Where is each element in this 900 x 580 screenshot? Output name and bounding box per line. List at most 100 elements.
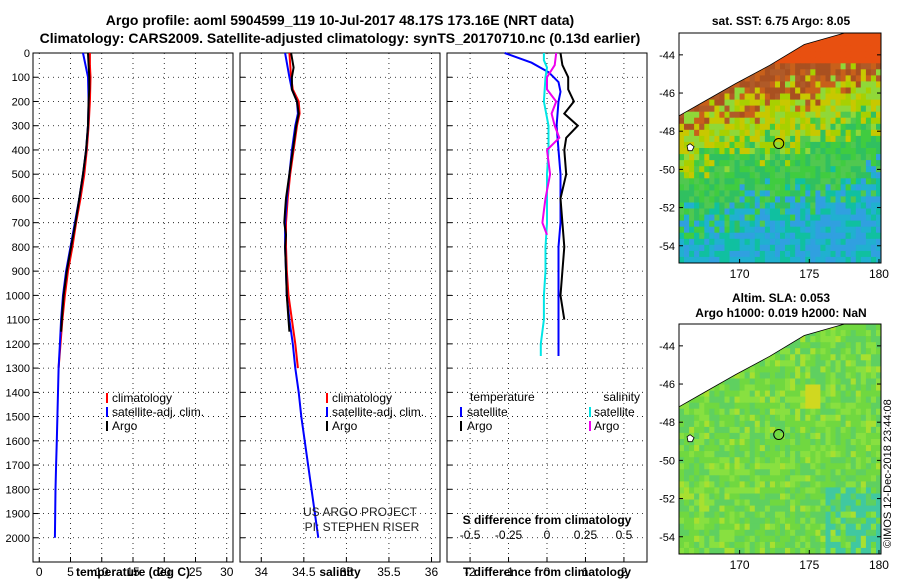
map-cell <box>775 63 781 70</box>
map-cell <box>689 511 695 519</box>
map-cell <box>764 390 771 398</box>
map-cell <box>704 451 710 458</box>
map-cell <box>764 414 771 422</box>
map-cell <box>815 202 821 209</box>
map-frame <box>678 32 882 264</box>
map-cell <box>759 366 766 373</box>
map-cell <box>709 469 715 476</box>
map-cell <box>764 384 771 391</box>
island <box>686 434 695 443</box>
map-cell <box>694 214 700 222</box>
map-cell <box>835 172 841 179</box>
map-cell <box>800 105 806 113</box>
map-cell <box>840 457 847 464</box>
map-cell <box>739 396 746 404</box>
map-cell <box>749 547 756 555</box>
map-cell <box>684 196 690 203</box>
map-cell <box>744 208 751 215</box>
map-cell <box>845 63 852 70</box>
map-cell <box>876 250 882 258</box>
map-cell <box>684 226 690 234</box>
map-cell <box>699 481 705 488</box>
map-cell <box>810 196 816 203</box>
map-cell <box>835 426 841 434</box>
map-cell <box>825 129 831 137</box>
map-cell <box>769 178 776 185</box>
depth-tick-label: 0 <box>24 48 30 60</box>
map-cell <box>775 190 781 197</box>
map-cell <box>876 184 882 191</box>
map-cell <box>679 160 685 167</box>
map-cell <box>825 330 831 337</box>
map-cell <box>810 336 816 343</box>
map-cell <box>714 238 720 246</box>
map-cell <box>790 75 796 82</box>
map-cell <box>850 220 857 228</box>
map-cell <box>805 481 811 488</box>
map-cell <box>684 172 690 179</box>
map-cell <box>810 390 816 398</box>
map-cell <box>709 390 715 398</box>
map-cell <box>825 178 831 185</box>
map-cell <box>749 390 756 398</box>
map-cell <box>785 178 791 185</box>
map-cell <box>754 487 761 494</box>
map-cell <box>699 547 705 555</box>
map-cell <box>744 238 751 246</box>
map-cell <box>865 360 872 367</box>
map-cell <box>835 432 841 440</box>
map-cell <box>795 111 801 119</box>
map-cell <box>876 75 882 82</box>
map-cell <box>845 129 852 137</box>
map-cell <box>876 208 882 215</box>
map-cell <box>775 81 781 88</box>
map-cell <box>870 366 877 373</box>
map-cell <box>850 184 857 191</box>
map-cell <box>689 529 695 537</box>
map-cell <box>855 63 862 70</box>
map-cell <box>815 396 821 404</box>
map-cell <box>785 214 791 222</box>
map-cell <box>684 517 690 525</box>
map-cell <box>744 408 751 416</box>
map-cell <box>855 190 862 197</box>
map-cell <box>749 160 756 167</box>
map-cell <box>850 117 857 125</box>
map-cell <box>845 238 852 246</box>
map-cell <box>785 372 791 379</box>
map-cell <box>850 336 857 343</box>
series-line-argo <box>283 52 300 332</box>
map-cell <box>835 408 841 416</box>
map-cell <box>835 226 841 234</box>
map-cell <box>830 475 836 482</box>
map-cell <box>734 451 740 458</box>
map-cell <box>800 457 806 464</box>
map-cell <box>739 81 746 88</box>
map-cell <box>860 196 867 203</box>
map-cell <box>749 426 756 434</box>
map-cell <box>865 178 872 185</box>
map-cell <box>870 202 877 209</box>
map-cell <box>820 99 826 107</box>
map-cell <box>820 75 826 82</box>
map-cell <box>835 160 841 167</box>
map-cell <box>739 148 746 155</box>
map-cell <box>860 360 867 367</box>
map-cell <box>764 75 771 82</box>
map-cell <box>699 105 705 113</box>
map-cell <box>714 190 720 197</box>
map-cell <box>810 487 816 494</box>
map-cell <box>734 439 740 446</box>
map-cell <box>709 487 715 494</box>
map-cell <box>810 396 816 404</box>
map-cell <box>689 523 695 531</box>
map-cell <box>729 232 735 240</box>
map-cell <box>876 360 882 367</box>
map-cell <box>825 160 831 167</box>
map-cell <box>810 529 816 537</box>
map-cell <box>855 439 862 446</box>
map-cell <box>694 420 700 428</box>
map-cell <box>790 256 796 264</box>
map-cell <box>790 232 796 240</box>
map-cell <box>759 535 766 543</box>
